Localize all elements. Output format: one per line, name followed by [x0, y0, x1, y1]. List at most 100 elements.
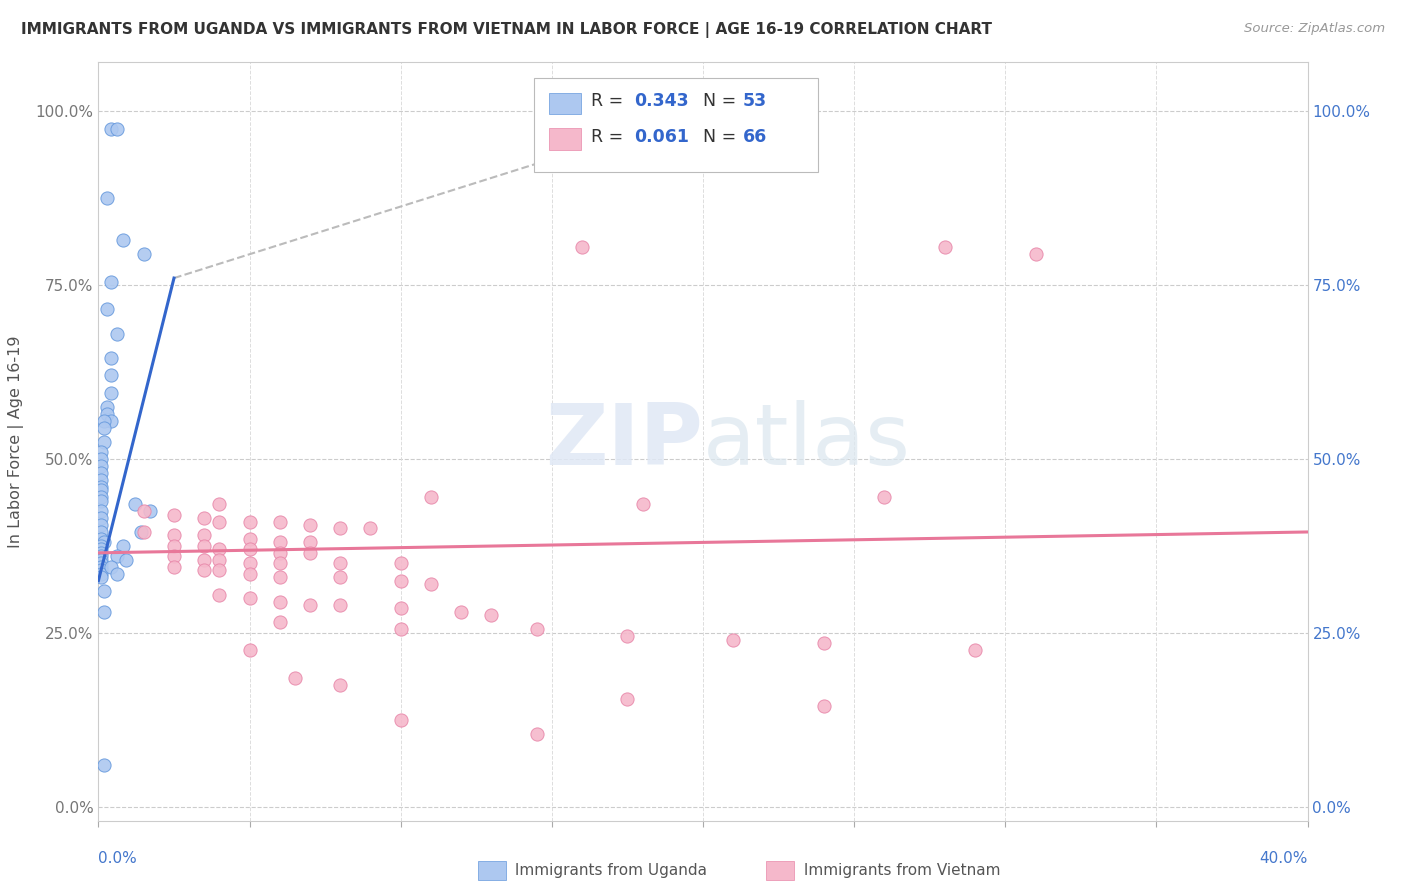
- Point: [163, 549, 186, 564]
- Point: [90, 518, 112, 533]
- Point: [239, 515, 262, 529]
- Point: [239, 532, 262, 546]
- Point: [208, 588, 231, 602]
- Point: [193, 539, 215, 553]
- Point: [163, 528, 186, 542]
- Text: IMMIGRANTS FROM UGANDA VS IMMIGRANTS FROM VIETNAM IN LABOR FORCE | AGE 16-19 COR: IMMIGRANTS FROM UGANDA VS IMMIGRANTS FRO…: [21, 22, 993, 38]
- Point: [100, 368, 122, 383]
- Point: [389, 713, 412, 727]
- Point: [96, 302, 118, 317]
- Point: [90, 563, 112, 577]
- Point: [90, 546, 112, 560]
- Point: [93, 584, 115, 599]
- Point: [111, 539, 134, 553]
- Point: [90, 458, 112, 473]
- Point: [329, 598, 352, 612]
- Point: [239, 556, 262, 570]
- Point: [90, 549, 112, 564]
- FancyBboxPatch shape: [550, 93, 581, 114]
- Point: [100, 559, 122, 574]
- Point: [1024, 246, 1046, 260]
- Point: [299, 546, 322, 560]
- Text: 0.0%: 0.0%: [98, 851, 138, 866]
- Text: 0.343: 0.343: [634, 92, 689, 110]
- Point: [100, 275, 122, 289]
- Point: [100, 385, 122, 400]
- Point: [100, 351, 122, 365]
- Point: [163, 539, 186, 553]
- Point: [208, 553, 231, 567]
- Text: Source: ZipAtlas.com: Source: ZipAtlas.com: [1244, 22, 1385, 36]
- Point: [90, 480, 112, 494]
- Point: [269, 515, 291, 529]
- Point: [208, 515, 231, 529]
- Point: [96, 407, 118, 421]
- Point: [389, 556, 412, 570]
- Point: [239, 591, 262, 605]
- Point: [105, 549, 128, 564]
- Point: [90, 566, 112, 581]
- Point: [239, 643, 262, 657]
- Point: [329, 556, 352, 570]
- Text: 0.061: 0.061: [634, 128, 689, 145]
- Point: [571, 240, 593, 254]
- Text: 40.0%: 40.0%: [1260, 851, 1308, 866]
- Point: [329, 678, 352, 692]
- Point: [163, 508, 186, 522]
- Point: [90, 532, 112, 546]
- Point: [813, 698, 835, 713]
- Point: [90, 542, 112, 557]
- FancyBboxPatch shape: [550, 128, 581, 150]
- Point: [90, 445, 112, 459]
- Text: ZIP: ZIP: [546, 400, 703, 483]
- Point: [90, 570, 112, 584]
- Point: [139, 504, 162, 518]
- Point: [96, 191, 118, 205]
- FancyBboxPatch shape: [534, 78, 818, 172]
- Point: [389, 601, 412, 615]
- Point: [481, 608, 503, 623]
- Point: [90, 511, 112, 525]
- Point: [389, 623, 412, 637]
- Point: [90, 473, 112, 487]
- Text: N =: N =: [703, 92, 742, 110]
- Point: [93, 414, 115, 428]
- Text: 53: 53: [742, 92, 768, 110]
- Point: [239, 566, 262, 581]
- Point: [90, 451, 112, 466]
- Point: [105, 566, 128, 581]
- Point: [193, 528, 215, 542]
- Point: [299, 535, 322, 549]
- Text: Immigrants from Uganda: Immigrants from Uganda: [510, 863, 707, 878]
- Point: [723, 632, 745, 647]
- Point: [450, 605, 472, 619]
- Point: [239, 542, 262, 557]
- Point: [93, 434, 115, 449]
- Point: [93, 605, 115, 619]
- Point: [93, 420, 115, 434]
- Point: [526, 623, 548, 637]
- Point: [90, 490, 112, 504]
- Point: [269, 570, 291, 584]
- Point: [132, 504, 155, 518]
- Point: [90, 556, 112, 570]
- Point: [299, 518, 322, 533]
- Point: [90, 539, 112, 553]
- Point: [873, 490, 896, 504]
- Point: [420, 490, 443, 504]
- Point: [269, 556, 291, 570]
- Point: [90, 559, 112, 574]
- Point: [389, 574, 412, 588]
- Point: [193, 563, 215, 577]
- Point: [329, 521, 352, 535]
- Point: [124, 497, 146, 511]
- Point: [616, 692, 638, 706]
- Text: N =: N =: [703, 128, 742, 145]
- Point: [90, 504, 112, 518]
- Point: [631, 497, 654, 511]
- Point: [93, 535, 115, 549]
- Text: 66: 66: [742, 128, 768, 145]
- Point: [100, 121, 122, 136]
- Point: [616, 629, 638, 643]
- Point: [163, 559, 186, 574]
